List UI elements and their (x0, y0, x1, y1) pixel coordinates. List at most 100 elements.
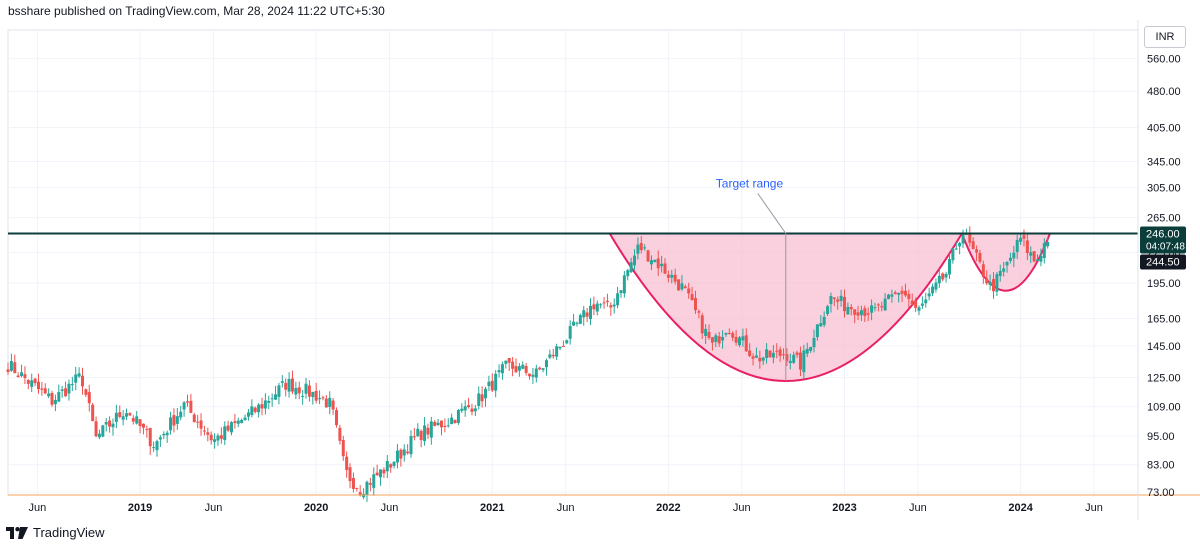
candle-body (121, 416, 125, 420)
candle-body (1002, 268, 1006, 272)
candle-body (1019, 237, 1023, 242)
last-price-value: 246.00 (1146, 228, 1180, 240)
candle-body (775, 350, 779, 352)
candlestick-chart[interactable]: Target range 560.00 480.00 405.00 345.00 305.… (0, 20, 1200, 520)
price-tick-label: 109.00 (1147, 402, 1181, 414)
candle-body (717, 336, 721, 344)
candle-body (158, 437, 162, 440)
candle-body (263, 400, 267, 409)
candle-body (836, 299, 840, 302)
candle-body (687, 288, 691, 294)
candle-body (504, 360, 508, 364)
candle-body (328, 397, 332, 407)
candle-body (758, 357, 762, 362)
candle-body (978, 253, 982, 262)
price-tick-label: 125.00 (1147, 373, 1181, 385)
candle-body (778, 349, 782, 356)
candle-body (409, 436, 413, 455)
candle-body (284, 382, 288, 390)
candle-body (666, 274, 670, 278)
candle-body (148, 427, 152, 447)
candle-body (765, 349, 769, 359)
candle-body (968, 233, 972, 243)
candle-body (798, 352, 802, 370)
candle-body (412, 436, 416, 438)
price-tick-label: 165.00 (1147, 314, 1181, 326)
candle-body (473, 408, 477, 412)
candle-body (910, 300, 914, 304)
candle-body (185, 401, 189, 403)
candle-body (693, 298, 697, 311)
candle-body (947, 259, 951, 275)
candle-body (301, 395, 305, 397)
candle-body (230, 422, 234, 433)
candle-body (260, 404, 264, 409)
candle-body (470, 408, 474, 412)
candle-body (202, 430, 206, 432)
candle-body (87, 392, 91, 404)
candle-body (643, 247, 647, 249)
time-tick-label: Jun (557, 502, 575, 514)
candle-body (460, 408, 464, 411)
candle-body (450, 417, 454, 425)
time-tick-label: Jun (205, 502, 223, 514)
candle-body (91, 404, 95, 422)
candle-body (196, 421, 200, 423)
ref-price-badge (1140, 254, 1186, 270)
candle-body (934, 282, 938, 290)
candle-body (612, 304, 616, 307)
candle-body (274, 394, 278, 400)
currency-selector[interactable]: INR (1144, 26, 1186, 48)
price-tick-label: 405.00 (1147, 122, 1181, 134)
candle-body (429, 421, 433, 438)
candle-body (20, 372, 24, 376)
candle-body (389, 464, 393, 468)
candle-body (338, 427, 342, 441)
candle-body (172, 415, 176, 426)
candle-body (30, 380, 34, 387)
candle-body (663, 263, 667, 274)
candle-body (849, 307, 853, 310)
candle-body (385, 461, 389, 472)
candle-body (318, 398, 322, 400)
candle-body (446, 425, 450, 427)
candle-body (467, 405, 471, 408)
candle-body (101, 425, 105, 437)
candle-body (900, 290, 904, 294)
candle-body (887, 294, 891, 299)
candle-body (582, 310, 586, 318)
candle-body (622, 275, 626, 294)
candle-body (629, 262, 633, 273)
candle-body (304, 383, 308, 394)
candle-body (365, 481, 369, 496)
footer: TradingView (6, 525, 105, 540)
price-tick-label: 83.00 (1147, 460, 1175, 472)
candle-body (1005, 261, 1009, 266)
candle-body (1032, 251, 1036, 262)
candle-body (246, 412, 250, 417)
candle-body (748, 350, 752, 356)
candle-body (70, 384, 74, 386)
candle-body (331, 400, 335, 410)
candle-body (490, 380, 494, 391)
candle-body (179, 411, 183, 418)
time-tick-label: Jun (909, 502, 927, 514)
candle-body (1012, 252, 1016, 259)
candle-body (876, 304, 880, 306)
candle-body (842, 296, 846, 312)
candle-body (341, 439, 345, 457)
candle-body (1008, 257, 1012, 261)
candle-body (375, 472, 379, 476)
candle-body (209, 434, 213, 441)
candle-body (951, 249, 955, 261)
candle-body (335, 410, 339, 426)
candle-body (240, 419, 244, 423)
candle-body (541, 368, 545, 370)
candle-body (599, 304, 603, 306)
candle-body (602, 302, 606, 304)
candle-body (307, 385, 311, 397)
candle-body (511, 361, 515, 369)
candle-body (626, 270, 630, 277)
candle-body (802, 350, 806, 373)
candle-body (998, 270, 1002, 277)
